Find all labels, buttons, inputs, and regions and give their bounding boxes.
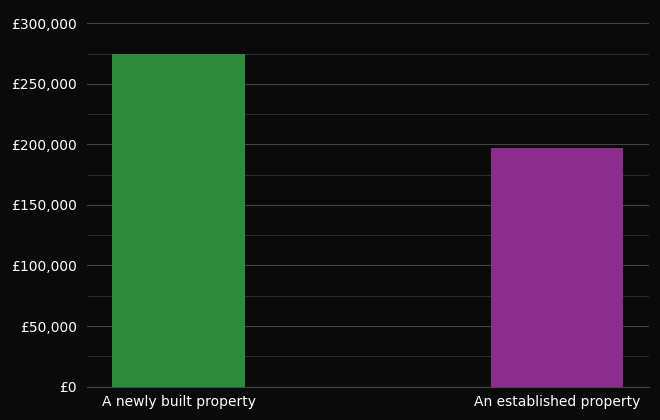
Bar (491, 148, 623, 386)
Bar (112, 53, 245, 386)
